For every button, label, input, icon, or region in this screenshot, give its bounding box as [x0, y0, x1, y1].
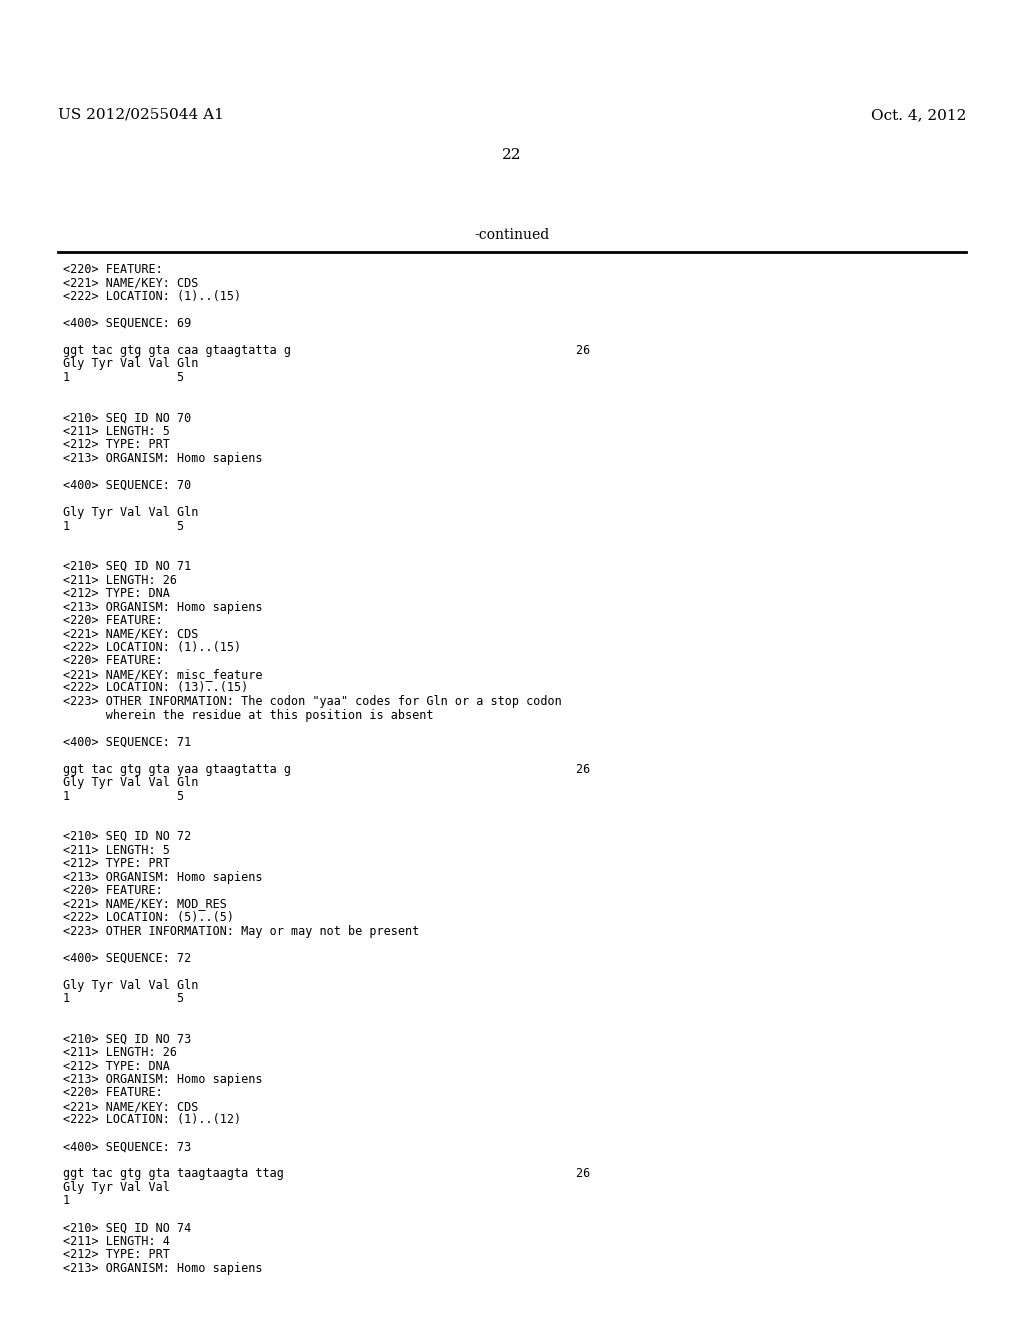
- Text: <220> FEATURE:: <220> FEATURE:: [63, 655, 163, 668]
- Text: <210> SEQ ID NO 72: <210> SEQ ID NO 72: [63, 830, 191, 843]
- Text: Gly Tyr Val Val: Gly Tyr Val Val: [63, 1181, 170, 1195]
- Text: wherein the residue at this position is absent: wherein the residue at this position is …: [63, 709, 433, 722]
- Text: <221> NAME/KEY: CDS: <221> NAME/KEY: CDS: [63, 276, 199, 289]
- Text: 1: 1: [63, 1195, 70, 1208]
- Text: <221> NAME/KEY: misc_feature: <221> NAME/KEY: misc_feature: [63, 668, 262, 681]
- Text: <400> SEQUENCE: 71: <400> SEQUENCE: 71: [63, 735, 191, 748]
- Text: <400> SEQUENCE: 70: <400> SEQUENCE: 70: [63, 479, 191, 492]
- Text: ggt tac gtg gta taagtaagta ttag                                         26: ggt tac gtg gta taagtaagta ttag 26: [63, 1167, 590, 1180]
- Text: 1               5: 1 5: [63, 789, 184, 803]
- Text: <222> LOCATION: (13)..(15): <222> LOCATION: (13)..(15): [63, 681, 248, 694]
- Text: <212> TYPE: DNA: <212> TYPE: DNA: [63, 1060, 170, 1072]
- Text: -continued: -continued: [474, 228, 550, 242]
- Text: <211> LENGTH: 4: <211> LENGTH: 4: [63, 1236, 170, 1247]
- Text: <212> TYPE: PRT: <212> TYPE: PRT: [63, 857, 170, 870]
- Text: <223> OTHER INFORMATION: May or may not be present: <223> OTHER INFORMATION: May or may not …: [63, 924, 419, 937]
- Text: 22: 22: [502, 148, 522, 162]
- Text: <221> NAME/KEY: CDS: <221> NAME/KEY: CDS: [63, 1100, 199, 1113]
- Text: 1               5: 1 5: [63, 520, 184, 532]
- Text: ggt tac gtg gta yaa gtaagtatta g                                        26: ggt tac gtg gta yaa gtaagtatta g 26: [63, 763, 590, 776]
- Text: <222> LOCATION: (1)..(15): <222> LOCATION: (1)..(15): [63, 642, 241, 653]
- Text: <222> LOCATION: (5)..(5): <222> LOCATION: (5)..(5): [63, 911, 234, 924]
- Text: <213> ORGANISM: Homo sapiens: <213> ORGANISM: Homo sapiens: [63, 1073, 262, 1086]
- Text: <213> ORGANISM: Homo sapiens: <213> ORGANISM: Homo sapiens: [63, 451, 262, 465]
- Text: <210> SEQ ID NO 73: <210> SEQ ID NO 73: [63, 1032, 191, 1045]
- Text: <211> LENGTH: 26: <211> LENGTH: 26: [63, 573, 177, 586]
- Text: <212> TYPE: DNA: <212> TYPE: DNA: [63, 587, 170, 601]
- Text: <223> OTHER INFORMATION: The codon "yaa" codes for Gln or a stop codon: <223> OTHER INFORMATION: The codon "yaa"…: [63, 696, 562, 708]
- Text: <213> ORGANISM: Homo sapiens: <213> ORGANISM: Homo sapiens: [63, 1262, 262, 1275]
- Text: <213> ORGANISM: Homo sapiens: <213> ORGANISM: Homo sapiens: [63, 601, 262, 614]
- Text: <222> LOCATION: (1)..(12): <222> LOCATION: (1)..(12): [63, 1114, 241, 1126]
- Text: <220> FEATURE:: <220> FEATURE:: [63, 614, 163, 627]
- Text: <400> SEQUENCE: 72: <400> SEQUENCE: 72: [63, 952, 191, 965]
- Text: Gly Tyr Val Val Gln: Gly Tyr Val Val Gln: [63, 978, 199, 991]
- Text: <211> LENGTH: 26: <211> LENGTH: 26: [63, 1045, 177, 1059]
- Text: <221> NAME/KEY: MOD_RES: <221> NAME/KEY: MOD_RES: [63, 898, 227, 911]
- Text: <221> NAME/KEY: CDS: <221> NAME/KEY: CDS: [63, 627, 199, 640]
- Text: <220> FEATURE:: <220> FEATURE:: [63, 263, 163, 276]
- Text: <211> LENGTH: 5: <211> LENGTH: 5: [63, 425, 170, 438]
- Text: Oct. 4, 2012: Oct. 4, 2012: [870, 108, 966, 121]
- Text: <220> FEATURE:: <220> FEATURE:: [63, 884, 163, 898]
- Text: <210> SEQ ID NO 71: <210> SEQ ID NO 71: [63, 560, 191, 573]
- Text: <222> LOCATION: (1)..(15): <222> LOCATION: (1)..(15): [63, 290, 241, 304]
- Text: <212> TYPE: PRT: <212> TYPE: PRT: [63, 1249, 170, 1262]
- Text: <212> TYPE: PRT: <212> TYPE: PRT: [63, 438, 170, 451]
- Text: US 2012/0255044 A1: US 2012/0255044 A1: [58, 108, 224, 121]
- Text: 1               5: 1 5: [63, 993, 184, 1005]
- Text: Gly Tyr Val Val Gln: Gly Tyr Val Val Gln: [63, 776, 199, 789]
- Text: <220> FEATURE:: <220> FEATURE:: [63, 1086, 163, 1100]
- Text: Gly Tyr Val Val Gln: Gly Tyr Val Val Gln: [63, 506, 199, 519]
- Text: <400> SEQUENCE: 69: <400> SEQUENCE: 69: [63, 317, 191, 330]
- Text: <400> SEQUENCE: 73: <400> SEQUENCE: 73: [63, 1140, 191, 1154]
- Text: <213> ORGANISM: Homo sapiens: <213> ORGANISM: Homo sapiens: [63, 870, 262, 883]
- Text: <211> LENGTH: 5: <211> LENGTH: 5: [63, 843, 170, 857]
- Text: 1               5: 1 5: [63, 371, 184, 384]
- Text: ggt tac gtg gta caa gtaagtatta g                                        26: ggt tac gtg gta caa gtaagtatta g 26: [63, 345, 590, 356]
- Text: <210> SEQ ID NO 70: <210> SEQ ID NO 70: [63, 412, 191, 425]
- Text: Gly Tyr Val Val Gln: Gly Tyr Val Val Gln: [63, 358, 199, 371]
- Text: <210> SEQ ID NO 74: <210> SEQ ID NO 74: [63, 1221, 191, 1234]
